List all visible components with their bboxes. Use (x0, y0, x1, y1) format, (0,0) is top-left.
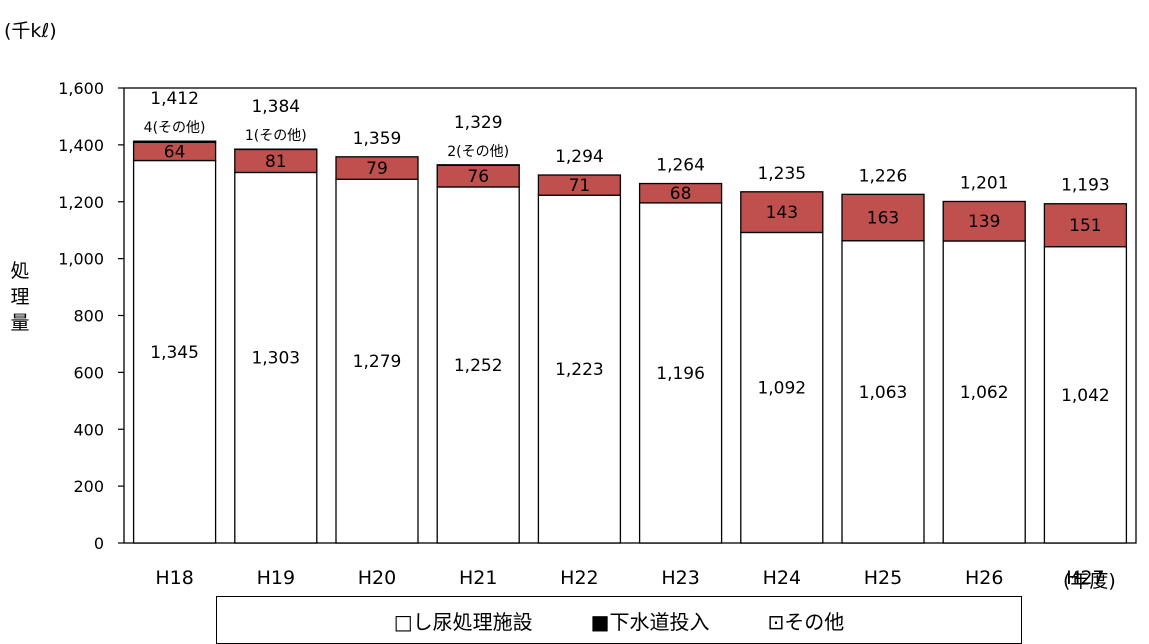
data-label-other: 2(その他) (447, 144, 509, 160)
x-tick-label: H23 (661, 567, 699, 589)
data-label-night-soil: 1,252 (454, 356, 503, 376)
y-tick-label: 1,600 (58, 79, 104, 98)
data-label-total: 1,226 (859, 166, 908, 186)
bar-segment-sewer (335, 156, 419, 180)
data-label-total: 1,201 (960, 173, 1009, 193)
data-label-night-soil: 1,092 (757, 379, 806, 399)
data-label-total: 1,359 (353, 129, 402, 149)
data-label-night-soil: 1,223 (555, 360, 604, 380)
bar-segment-night-soil (740, 231, 824, 544)
bar-segment-sewer (638, 182, 723, 204)
data-label-sewer: 64 (164, 142, 186, 162)
bar-segment-sewer (1043, 203, 1128, 248)
y-tick-label: 600 (73, 363, 104, 382)
y-axis-title-char: 量 (10, 312, 30, 334)
data-label-sewer: 79 (366, 159, 388, 179)
x-tick-label: H22 (560, 567, 598, 589)
data-label-night-soil: 1,063 (859, 383, 908, 403)
y-axis-title: 処理量 (10, 258, 30, 336)
legend-item-sewer: ■下水道投入 (591, 606, 710, 635)
x-tick-label: H18 (155, 567, 193, 589)
data-label-total: 1,235 (757, 164, 806, 184)
legend-other-label: ⊡その他 (767, 609, 845, 634)
x-unit-label: (年度) (1063, 570, 1116, 592)
legend-item-other: ⊡その他 (768, 606, 845, 635)
x-tick-label: H27 (1066, 567, 1104, 589)
y-tick-label: 200 (73, 477, 104, 496)
bar-segment-night-soil (234, 171, 318, 544)
bar-segment-sewer (740, 191, 824, 234)
x-tick-label: H19 (257, 567, 295, 589)
legend: □し尿処理施設 ■下水道投入 ⊡その他 (216, 596, 1022, 644)
data-label-night-soil: 1,345 (150, 343, 199, 363)
y-tick-label: 0 (94, 534, 104, 553)
bar-segment-night-soil (537, 194, 622, 544)
data-label-sewer: 163 (867, 209, 899, 229)
data-label-night-soil: 1,303 (251, 349, 300, 369)
y-tick-label: 1,400 (58, 136, 104, 155)
data-label-sewer: 139 (968, 212, 1000, 232)
y-tick-label: 800 (73, 307, 104, 326)
bar-segment-night-soil (1043, 246, 1128, 544)
data-label-sewer: 151 (1069, 216, 1101, 236)
data-label-sewer: 71 (569, 176, 591, 196)
data-label-total: 1,412 (150, 89, 199, 109)
x-tick-label: H24 (763, 567, 801, 589)
y-axis-title-char: 理 (10, 286, 30, 308)
bar-segment-other (436, 164, 520, 167)
data-label-sewer: 76 (467, 167, 489, 187)
x-tick-label: H25 (864, 567, 902, 589)
x-tick-label: H26 (965, 567, 1003, 589)
data-label-total: 1,384 (251, 97, 300, 117)
x-tick-label: H21 (459, 567, 497, 589)
y-tick-label: 1,200 (58, 193, 104, 212)
bar-segment-sewer (841, 193, 925, 242)
legend-item-night-soil: □し尿処理施設 (394, 606, 533, 635)
y-tick-label: 400 (73, 420, 104, 439)
data-label-sewer: 143 (766, 203, 798, 223)
data-label-sewer: 68 (670, 184, 692, 204)
data-label-other: 1(その他) (245, 128, 307, 144)
bar-segment-other (132, 140, 217, 143)
data-label-night-soil: 1,279 (353, 352, 402, 372)
y-unit-label: (千kℓ) (4, 20, 57, 42)
bar-segment-night-soil (132, 159, 217, 544)
data-label-night-soil: 1,196 (656, 364, 705, 384)
data-label-total: 1,264 (656, 156, 705, 176)
bar-segment-night-soil (638, 202, 723, 544)
data-label-night-soil: 1,042 (1061, 386, 1110, 406)
bar-segment-sewer (942, 200, 1026, 242)
data-label-sewer: 81 (265, 152, 287, 172)
x-tick-label: H20 (358, 567, 396, 589)
data-label-total: 1,193 (1061, 176, 1110, 196)
legend-sewer-label: ■下水道投入 (590, 609, 710, 634)
bar-segment-night-soil (841, 240, 925, 544)
data-label-other: 4(その他) (144, 120, 206, 136)
bar-segment-sewer (537, 174, 622, 196)
y-axis-title-char: 処 (10, 260, 30, 282)
data-label-total: 1,329 (454, 113, 503, 133)
legend-night-soil-label: □し尿処理施設 (393, 609, 533, 634)
y-tick-label: 1,000 (58, 250, 104, 269)
bar-segment-night-soil (942, 240, 1026, 544)
data-label-night-soil: 1,062 (960, 383, 1009, 403)
data-label-total: 1,294 (555, 147, 604, 167)
